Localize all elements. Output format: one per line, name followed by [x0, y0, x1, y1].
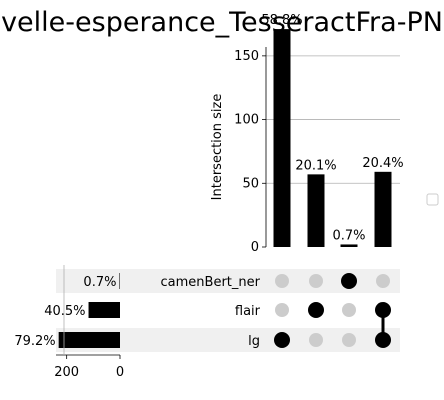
matrix-dot-inactive: [275, 274, 289, 288]
set-size-label: 40.5%: [44, 304, 85, 319]
matrix-dot-active: [308, 302, 324, 318]
y-tick-label: 50: [242, 176, 259, 191]
matrix-dot-inactive: [275, 303, 289, 317]
set-size-tick-label: 0: [116, 365, 124, 380]
matrix-dot-inactive: [342, 333, 356, 347]
set-size-label: 0.7%: [83, 275, 116, 290]
set-size-label: 79.2%: [14, 334, 55, 349]
set-name-label: flair: [235, 304, 261, 319]
intersection-bar: [375, 172, 392, 247]
y-tick-label: 150: [234, 49, 259, 64]
intersection-bar: [341, 244, 358, 247]
y-tick-label: 100: [234, 113, 259, 128]
set-size-tick-label: 200: [54, 365, 79, 380]
matrix-dot-inactive: [376, 274, 390, 288]
set-size-bar: [89, 302, 120, 318]
matrix-dot-active: [274, 332, 290, 348]
intersection-bar: [274, 29, 291, 247]
intersection-bar-label: 20.4%: [362, 156, 403, 171]
matrix-dot-inactive: [309, 333, 323, 347]
y-axis-label: Intersection size: [210, 94, 225, 201]
y-tick-label: 0: [251, 240, 259, 255]
intersection-bar-label: 20.1%: [295, 158, 336, 173]
set-size-bar: [119, 273, 120, 289]
set-name-label: camenBert_ner: [161, 275, 261, 290]
y-axis: Intersection size 0 50 100 150: [210, 47, 266, 255]
set-size-bar: [59, 332, 120, 348]
intersection-bar-label: 58.8%: [261, 13, 302, 28]
intersection-bars: 58.8% 20.1% 0.7% 20.4%: [261, 13, 403, 247]
legend-box: [427, 194, 438, 205]
intersection-bar: [308, 174, 325, 247]
matrix-dot-inactive: [342, 303, 356, 317]
matrix-dot-active: [341, 273, 357, 289]
matrix-dot-inactive: [309, 274, 323, 288]
chart-title: velle-esperance_TesseractFra-PN: [1, 7, 443, 38]
intersection-bar-label: 0.7%: [332, 228, 365, 243]
set-name-label: lg: [248, 334, 260, 349]
